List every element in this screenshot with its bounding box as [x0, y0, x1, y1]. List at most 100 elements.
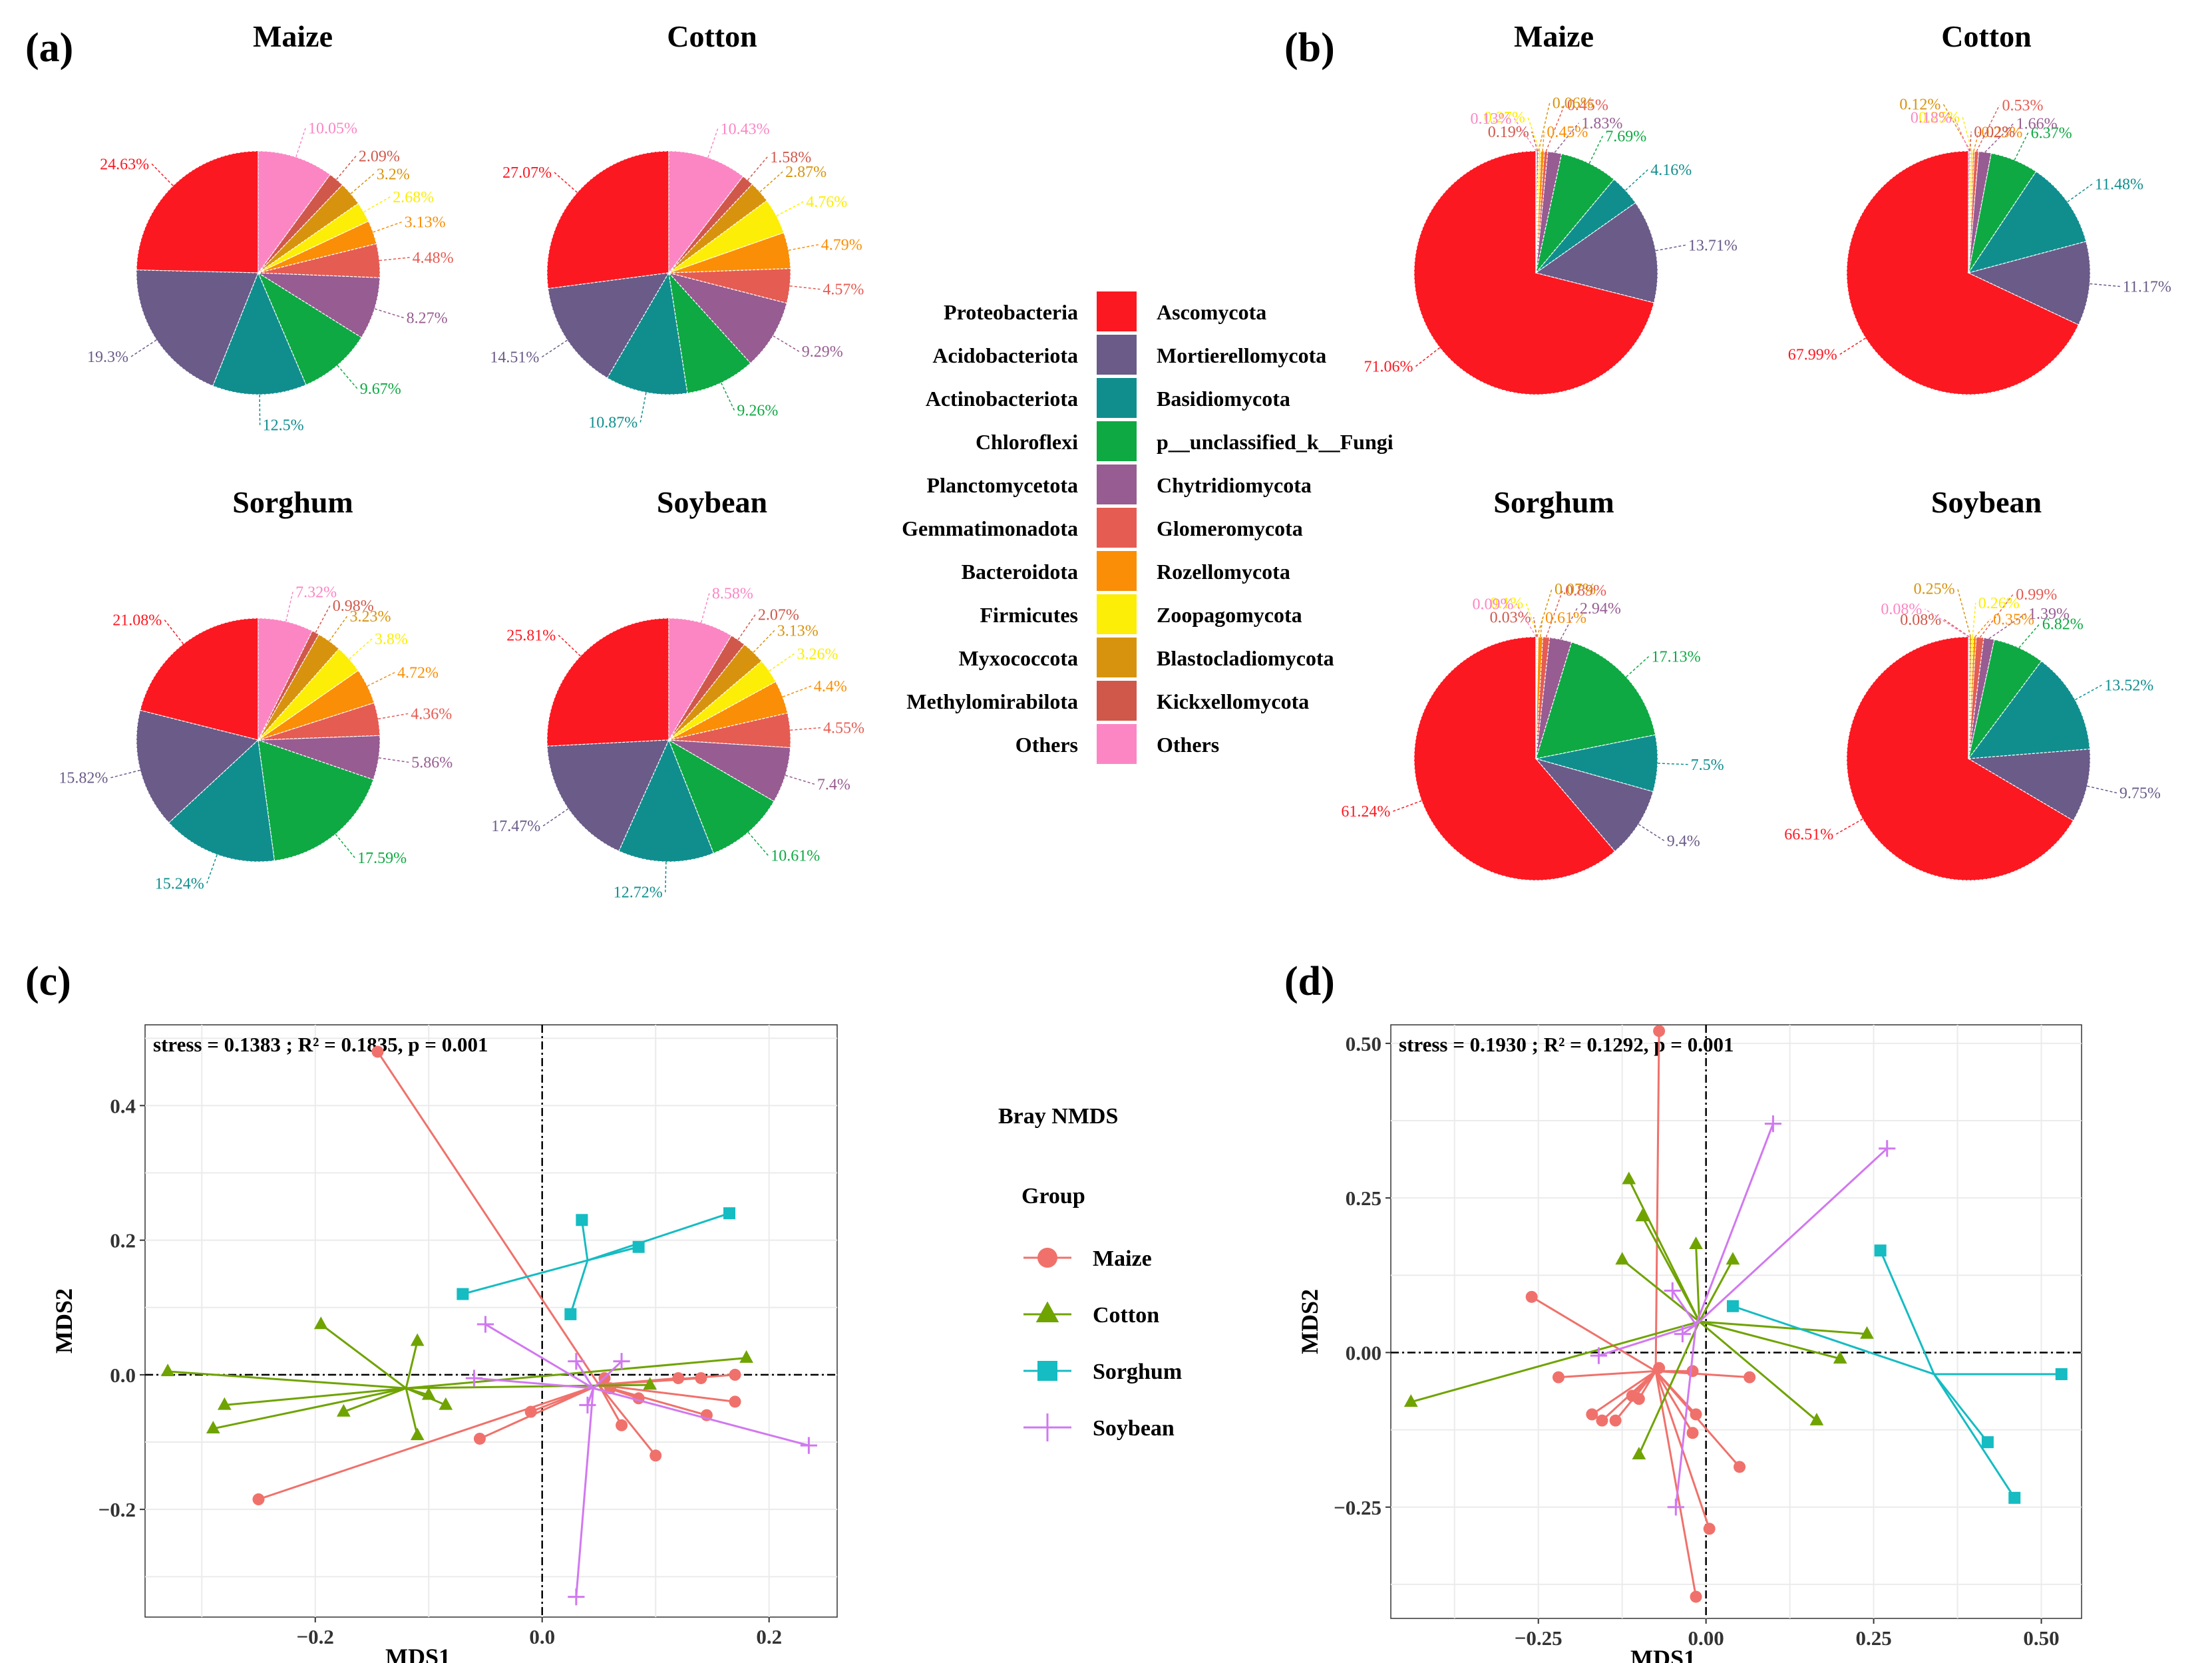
pie-percent-label: 71.06% [1364, 359, 1413, 376]
pie-leader-line [363, 196, 391, 213]
point-marker [1689, 1236, 1703, 1250]
spider-line [1732, 1305, 1935, 1376]
pie-leader-line [721, 382, 735, 411]
pie-percent-label: 10.05% [308, 120, 357, 138]
spider-line [1695, 1123, 1774, 1326]
legend-bacteria-label: Proteobacteria [944, 300, 1078, 324]
pie-leader-line [782, 685, 812, 697]
point-marker [1590, 1347, 1608, 1364]
pie-percent-label: 1.83% [1581, 115, 1622, 132]
pie-leader-line [1393, 800, 1422, 812]
pie-percent-label: 10.43% [721, 120, 770, 138]
spider-line [1698, 1259, 1734, 1322]
stress-annotation: stress = 0.1930 ; R² = 0.1292, p = 0.001 [1399, 1033, 1734, 1056]
pie-percent-label: 1.58% [770, 149, 811, 166]
pie-slice [257, 272, 362, 386]
spider-line [569, 1260, 589, 1315]
point-marker [1586, 1408, 1598, 1421]
pie-slice [136, 270, 259, 387]
pie-leader-line [367, 671, 395, 687]
x-axis-title: MDS1 [385, 1644, 451, 1663]
y-tick-label: −0.25 [1334, 1496, 1382, 1519]
pie-leader-line [1976, 104, 2000, 152]
pie-percent-label: 4.16% [1650, 162, 1692, 179]
pie-percent-label: 15.82% [59, 770, 108, 787]
spider-line [598, 1384, 657, 1457]
series-soybean [1590, 1115, 1896, 1516]
pie-leader-line [665, 861, 667, 892]
legend-swatch [1097, 335, 1137, 375]
pie-leader-line [1626, 655, 1650, 677]
point-marker [421, 1387, 436, 1400]
x-tick-label: 0.50 [2023, 1626, 2059, 1650]
point-marker [2008, 1491, 2021, 1504]
point-marker [524, 1405, 537, 1418]
pie-slice [1968, 150, 1974, 274]
legend-bacteria-label: Acidobacteriota [932, 343, 1078, 367]
legend-swatch [1097, 421, 1137, 461]
pie-percent-label: 3.23% [350, 608, 391, 626]
pie-title: Cotton [1941, 19, 2031, 53]
pie-leader-line [378, 713, 409, 720]
spider-line [1682, 1324, 1697, 1335]
legend-fungi-label: Mortierellomycota [1157, 343, 1326, 367]
pie-slice [1413, 636, 1616, 881]
pie-leader-line [2014, 132, 2029, 160]
pie-percent-label: 15.24% [155, 875, 204, 892]
pie-leader-line [773, 335, 800, 352]
pie-leader-line [2090, 283, 2120, 287]
spider-line [377, 1051, 600, 1386]
pie-percent-label: 27.07% [502, 164, 552, 182]
pie-slice [139, 618, 259, 741]
pie-percent-label: 13.52% [2104, 677, 2153, 695]
pie-title: Sorghum [1493, 485, 1614, 519]
pie-title: Soybean [657, 485, 767, 519]
legend-bacteria-label: Myxococcota [959, 646, 1078, 670]
pie-leader-line [329, 616, 348, 642]
x-tick-label: 0.25 [1855, 1626, 1891, 1650]
pie-percent-label: 25.81% [506, 627, 556, 644]
point-marker [2055, 1368, 2068, 1380]
point-marker [1403, 1394, 1418, 1407]
pie-percent-label: 24.63% [100, 156, 149, 173]
pie-percent-label: 9.29% [802, 343, 843, 361]
pie-leader-line [542, 808, 569, 827]
spider-line [587, 1212, 730, 1262]
pie-leader-line [335, 156, 357, 180]
point-marker [1667, 1499, 1684, 1516]
legend-group-label: Cotton [1093, 1303, 1159, 1328]
spider-line [1699, 1320, 1841, 1360]
legend-fungi-label: Rozellomycota [1157, 560, 1290, 584]
spider-line [530, 1384, 600, 1413]
pie-percent-label: 2.07% [758, 607, 799, 624]
pie-percent-label: 1.39% [2028, 606, 2070, 623]
pie-slice [256, 272, 381, 338]
legend-swatch [1097, 291, 1137, 331]
point-marker [613, 1353, 630, 1370]
pie-leader-line [1415, 347, 1441, 367]
legend-group-label: Soybean [1093, 1416, 1175, 1441]
pie-percent-label: 1.66% [2016, 116, 2058, 133]
legend-bacteria-label: Others [1015, 733, 1078, 757]
y-tick-label: 0.00 [1346, 1341, 1382, 1364]
y-tick-label: 0.4 [110, 1094, 136, 1117]
pie-percent-label: 13.71% [1688, 237, 1738, 254]
pie-percent-label: 5.86% [411, 755, 453, 772]
pie-leader-line [776, 201, 804, 217]
pie-leader-line [640, 392, 647, 423]
point-marker [1632, 1393, 1645, 1405]
spider-line [1933, 1374, 1989, 1443]
pie-fungi-soybean: Soybean66.51%9.75%13.52%6.82%1.39%0.99%0… [1784, 485, 2161, 881]
pie-leader-line [285, 592, 293, 622]
legend-swatch [1097, 638, 1137, 677]
pie-leader-line [790, 727, 821, 731]
legend-bacteria-label: Planctomycetota [927, 473, 1078, 497]
pie-slice [258, 739, 374, 862]
pie-leader-line [1538, 102, 1551, 152]
pie-leader-line [151, 163, 174, 186]
pie-slice [1968, 150, 1975, 274]
point-marker [1690, 1590, 1702, 1603]
point-marker [1860, 1326, 1874, 1339]
pie-percent-label: 0.98% [333, 598, 374, 615]
spider-line [593, 1387, 809, 1447]
